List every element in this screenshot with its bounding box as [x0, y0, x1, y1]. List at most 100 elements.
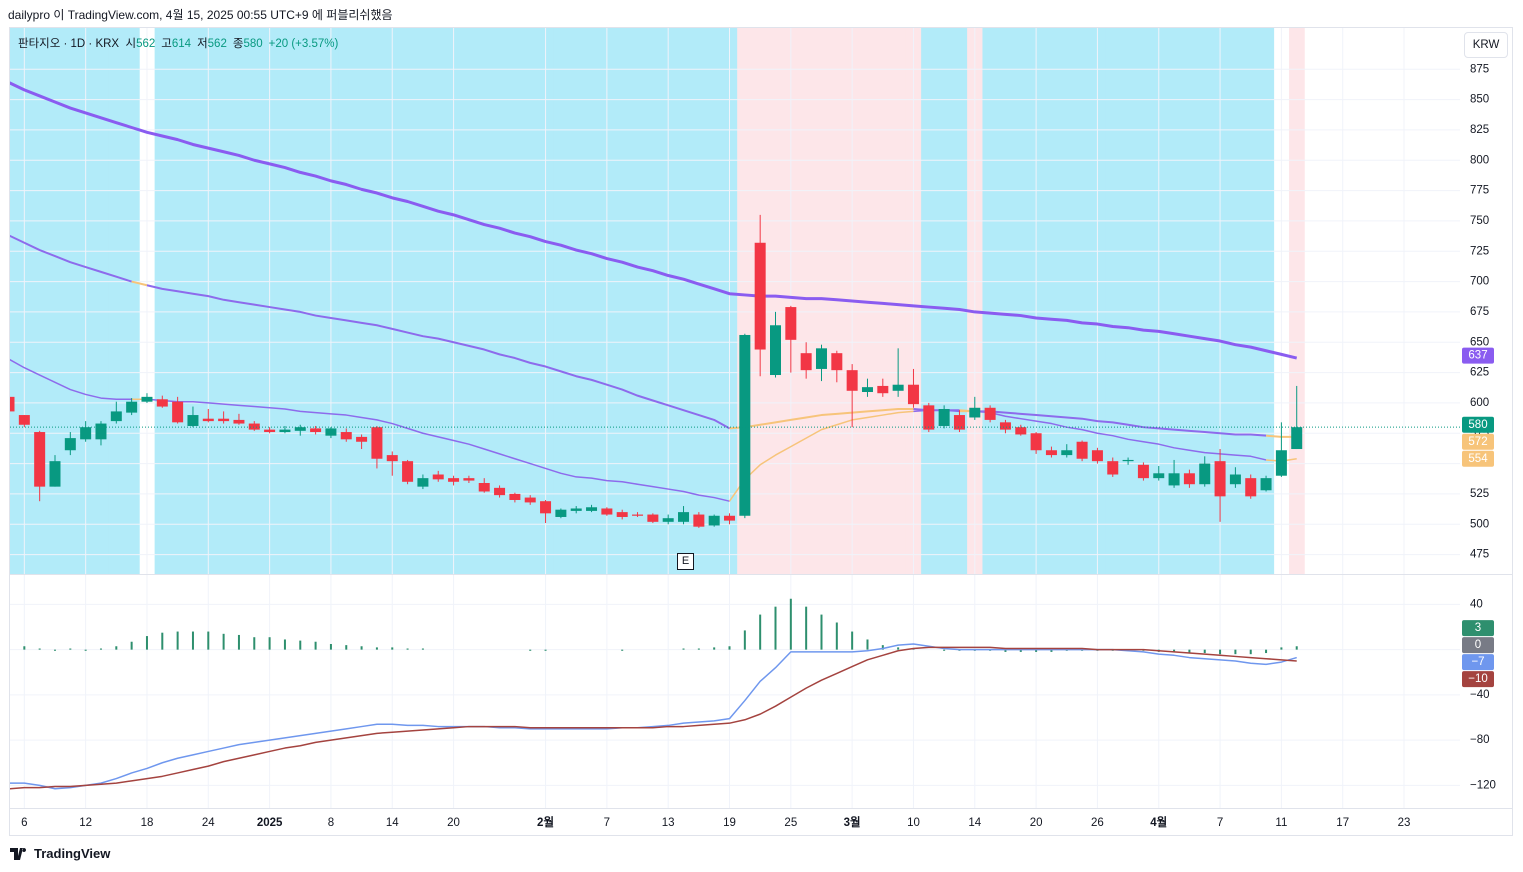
signal-background — [292, 28, 309, 574]
histogram-bar — [789, 598, 792, 650]
x-tick-label: 14 — [968, 817, 981, 829]
candle-body — [524, 497, 536, 503]
value-label: 3 — [1475, 622, 1481, 634]
histogram-bar — [697, 648, 700, 650]
x-tick-label: 20 — [1030, 817, 1043, 829]
candle-body — [540, 501, 552, 514]
y-tick-label: 650 — [1470, 336, 1489, 348]
candle-body — [509, 493, 521, 500]
x-tick-label: 6 — [21, 817, 27, 829]
event-marker[interactable]: E — [677, 553, 694, 570]
candle-body — [601, 508, 613, 515]
signal-background — [231, 28, 248, 574]
x-tick-label: 11 — [1275, 817, 1287, 829]
candle-body — [907, 384, 919, 405]
histogram-bar — [23, 646, 26, 650]
value-label-box — [1462, 637, 1494, 654]
x-tick-label: 14 — [386, 817, 399, 829]
candle-body — [632, 514, 644, 516]
currency-button[interactable]: KRW — [1464, 32, 1508, 58]
signal-background — [798, 28, 815, 574]
histogram-bar — [314, 641, 317, 650]
candle-body — [846, 370, 858, 391]
histogram-bar — [176, 631, 179, 650]
histogram-bar — [1219, 649, 1222, 655]
histogram-bar — [1019, 649, 1022, 652]
candle-body — [693, 514, 705, 527]
candle-body — [999, 422, 1011, 430]
candle-body — [1275, 450, 1287, 476]
signal-background — [307, 28, 324, 574]
line — [10, 646, 1297, 790]
y-tick-label: 600 — [1470, 397, 1489, 409]
histogram-bar — [1004, 649, 1007, 652]
frame — [9, 27, 1513, 836]
signal-background — [1105, 28, 1121, 574]
candle-body — [432, 474, 444, 480]
histogram-bar — [161, 632, 164, 650]
histogram-bar — [421, 648, 424, 650]
signal-background — [1227, 28, 1244, 574]
signal-background — [415, 28, 431, 574]
signal-background — [399, 28, 416, 574]
histogram-bar — [1188, 649, 1191, 654]
signal-background — [154, 28, 171, 574]
candle-body — [10, 396, 15, 412]
signal-background — [997, 28, 1014, 574]
publish-note: dailypro 이 TradingView.com, 4월 15, 2025 … — [8, 8, 393, 22]
histogram-bar — [1203, 649, 1206, 654]
x-tick-label: 12 — [79, 817, 92, 829]
histogram-bar — [84, 649, 87, 651]
signal-background — [675, 28, 692, 574]
candle-body — [647, 514, 659, 522]
x-tick-label: 18 — [141, 817, 154, 829]
candle-body — [570, 508, 582, 511]
candle-body — [202, 418, 214, 422]
signal-background — [47, 28, 64, 574]
candle-body — [586, 507, 598, 511]
x-tick-label: 19 — [723, 817, 736, 829]
candle-body — [279, 429, 291, 433]
candle-body — [294, 427, 306, 431]
candle-body — [1045, 450, 1057, 456]
candle-body — [1030, 433, 1042, 451]
histogram-bar — [1249, 649, 1252, 655]
candle-body — [248, 423, 260, 430]
signal-background — [62, 28, 79, 574]
histogram-bar — [38, 648, 41, 650]
candle-body — [1137, 464, 1149, 479]
signal-background — [1258, 28, 1275, 574]
legend-label: 고 — [161, 38, 172, 50]
candle-body — [662, 518, 674, 522]
candle-body — [386, 455, 398, 462]
value-label: 572 — [1468, 436, 1487, 448]
indicator-pane — [10, 575, 1460, 808]
candle-body — [126, 401, 138, 413]
candle-body — [770, 325, 781, 376]
y-tick-label: 875 — [1470, 63, 1489, 75]
signal-background — [1197, 28, 1213, 574]
histogram-bar — [851, 631, 854, 650]
histogram-bar — [115, 646, 118, 650]
histogram-bar — [835, 622, 838, 650]
histogram-bar — [253, 637, 256, 650]
signal-background — [951, 28, 968, 574]
x-tick-label: 4월 — [1150, 815, 1167, 829]
x-tick-label: 26 — [1091, 817, 1104, 829]
value-label-box — [1462, 416, 1494, 433]
candle-body — [892, 384, 904, 391]
signal-background — [108, 28, 125, 574]
candle-body — [141, 396, 153, 402]
signal-background — [353, 28, 370, 574]
signal-background — [246, 28, 263, 574]
value-label: 637 — [1468, 350, 1487, 362]
value-label: −10 — [1468, 673, 1488, 685]
y-tick-label: 775 — [1470, 185, 1489, 197]
brand: TradingView — [10, 846, 110, 861]
histogram-bar — [1295, 646, 1298, 650]
histogram-bar — [682, 648, 685, 650]
candle-body — [953, 415, 965, 430]
signal-background — [629, 28, 646, 574]
line — [729, 407, 914, 430]
histogram-bar — [713, 647, 716, 650]
